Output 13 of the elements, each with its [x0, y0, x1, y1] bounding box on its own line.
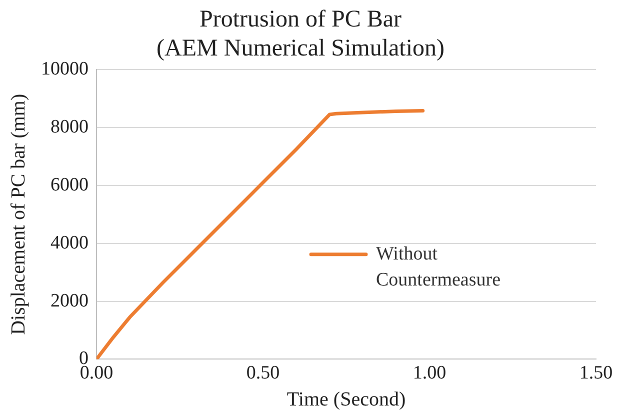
text: (AEM Numerical Simulation) — [156, 35, 444, 62]
y-tick-label: 6000 — [50, 174, 88, 196]
y-tick-label: 8000 — [50, 116, 88, 138]
legend-label: Without Countermeasure — [376, 243, 501, 290]
y-tick-label: 2000 — [50, 290, 88, 312]
y-tick-label: 10000 — [41, 58, 88, 80]
x-tick-label: 0.50 — [246, 362, 280, 384]
text: Protrusion of PC Bar — [199, 6, 402, 33]
y-axis-title: Displacement of PC bar (mm) — [7, 94, 30, 335]
x-tick-label: 1.00 — [412, 362, 446, 384]
x-tick-label: 1.50 — [579, 362, 613, 384]
x-axis-title: Time (Second) — [286, 388, 406, 410]
y-tick-label: 4000 — [50, 232, 88, 254]
